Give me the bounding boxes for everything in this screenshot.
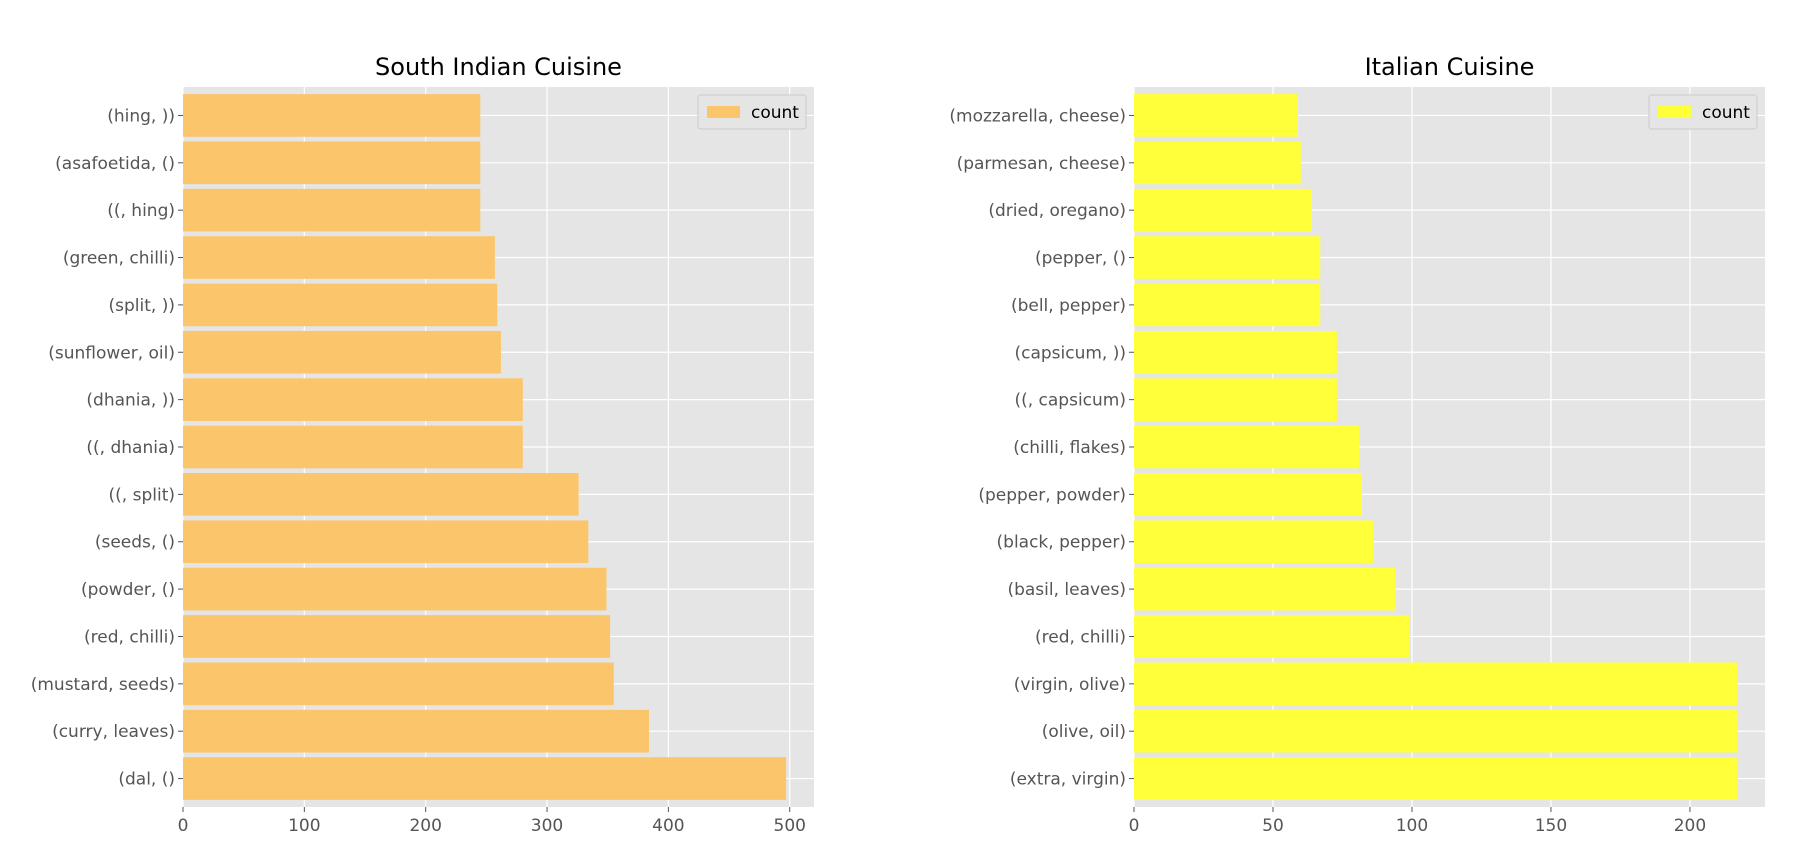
legend-label: count <box>1702 103 1750 123</box>
x-tick-label: 200 <box>1674 816 1706 836</box>
bar-6 <box>1134 330 1337 374</box>
y-tick-label: (dal, () <box>118 770 175 790</box>
y-tick-label: (pepper, () <box>1035 249 1126 269</box>
bar-12 <box>1134 615 1410 658</box>
x-tick-label: 150 <box>1535 816 1567 836</box>
bar-15 <box>183 757 787 800</box>
chart-title: Italian Cuisine <box>1365 53 1535 81</box>
y-tick-label: (bell, pepper) <box>1011 296 1126 316</box>
y-tick-label: (dhania, )) <box>86 391 175 411</box>
bar-8 <box>183 425 523 469</box>
y-tick-label: (red, chilli) <box>84 627 175 647</box>
y-tick-label: ((, split) <box>109 485 175 505</box>
bar-7 <box>1134 378 1337 421</box>
y-tick-label: (black, pepper) <box>997 533 1126 553</box>
chart-title: South Indian Cuisine <box>375 53 622 81</box>
y-tick-label: (mustard, seeds) <box>31 675 175 695</box>
bar-9 <box>1134 473 1362 516</box>
bar-12 <box>183 615 611 658</box>
y-tick-label: ((, hing) <box>107 201 175 221</box>
y-tick-label: ((, capsicum) <box>1014 391 1126 411</box>
bar-8 <box>1134 425 1360 469</box>
legend-swatch <box>707 106 740 118</box>
bar-14 <box>1134 709 1738 753</box>
x-tick-label: 0 <box>1129 816 1140 836</box>
x-tick-label: 300 <box>531 816 563 836</box>
bar-11 <box>183 567 607 611</box>
bar-5 <box>183 283 498 327</box>
legend-label: count <box>751 103 799 123</box>
legend-swatch <box>1658 106 1691 118</box>
x-tick-label: 200 <box>409 816 441 836</box>
y-tick-label: (seeds, () <box>95 533 175 553</box>
y-tick-label: (pepper, powder) <box>978 485 1126 505</box>
bar-10 <box>183 520 589 564</box>
bar-2 <box>1134 141 1301 185</box>
y-tick-label: (hing, )) <box>107 106 175 126</box>
bar-1 <box>183 94 481 137</box>
y-tick-label: (asafoetida, () <box>55 154 175 174</box>
y-tick-label: (powder, () <box>81 580 175 600</box>
bar-6 <box>183 330 501 374</box>
y-tick-label: (chilli, flakes) <box>1013 438 1126 458</box>
bar-1 <box>1134 94 1299 137</box>
legend-box <box>1648 94 1758 130</box>
x-tick-label: 500 <box>774 816 806 836</box>
bar-10 <box>1134 520 1374 564</box>
bar-2 <box>183 141 481 185</box>
y-tick-label: (olive, oil) <box>1042 722 1126 742</box>
bar-3 <box>183 188 481 232</box>
y-tick-label: (red, chilli) <box>1035 627 1126 647</box>
bar-13 <box>1134 662 1738 706</box>
y-tick-label: (dried, oregano) <box>988 201 1126 221</box>
y-tick-label: (mozzarella, cheese) <box>949 106 1126 126</box>
bar-7 <box>183 378 523 421</box>
legend: count <box>697 94 807 130</box>
y-tick-label: (parmesan, cheese) <box>957 154 1126 174</box>
y-tick-label: (virgin, olive) <box>1014 675 1126 695</box>
bar-11 <box>1134 567 1396 611</box>
chart-panel-2: (mozzarella, cheese) (parmesan, cheese) (d… <box>949 53 1765 836</box>
y-tick-label: (basil, leaves) <box>1007 580 1126 600</box>
legend-box <box>697 94 807 130</box>
y-tick-label: ((, dhania) <box>86 438 175 458</box>
legend: count <box>1648 94 1758 130</box>
y-tick-label: (capsicum, )) <box>1014 343 1126 363</box>
y-tick-label: (sunflower, oil) <box>48 343 175 363</box>
x-tick-label: 400 <box>652 816 684 836</box>
y-tick-label: (green, chilli) <box>63 249 175 269</box>
bar-9 <box>183 473 579 516</box>
chart-panel-1: (hing, )) (asafoetida, () ((, hing) (green,… <box>31 53 814 836</box>
bar-13 <box>183 662 614 706</box>
x-tick-label: 0 <box>178 816 189 836</box>
x-tick-label: 100 <box>1396 816 1428 836</box>
x-tick-label: 50 <box>1262 816 1284 836</box>
bar-3 <box>1134 188 1312 232</box>
bar-15 <box>1134 757 1738 800</box>
x-tick-label: 100 <box>288 816 320 836</box>
bar-4 <box>1134 236 1321 279</box>
y-tick-label: (extra, virgin) <box>1010 770 1126 790</box>
bar-5 <box>1134 283 1321 327</box>
y-tick-label: (split, )) <box>109 296 175 316</box>
bar-4 <box>183 236 495 279</box>
y-tick-label: (curry, leaves) <box>52 722 175 742</box>
bar-14 <box>183 709 649 753</box>
